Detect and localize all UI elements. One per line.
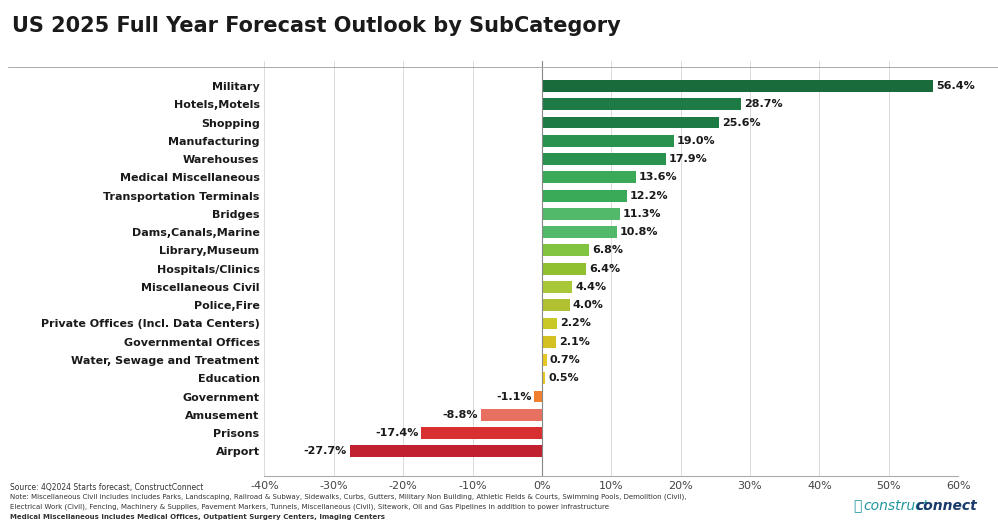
Bar: [542, 372, 545, 384]
Text: 10.8%: 10.8%: [620, 227, 658, 237]
Bar: [542, 281, 573, 293]
Text: connect: connect: [915, 500, 977, 513]
Text: 6.8%: 6.8%: [592, 245, 623, 255]
Bar: [542, 208, 621, 220]
Text: 2.2%: 2.2%: [560, 319, 591, 328]
Bar: [421, 427, 542, 439]
Text: 25.6%: 25.6%: [723, 118, 760, 128]
Bar: [534, 390, 542, 403]
Bar: [542, 189, 627, 202]
Bar: [542, 153, 666, 165]
Bar: [349, 445, 542, 458]
Bar: [542, 336, 557, 348]
Text: 13.6%: 13.6%: [639, 172, 678, 182]
Text: -8.8%: -8.8%: [442, 410, 478, 420]
Text: -1.1%: -1.1%: [496, 392, 532, 402]
Text: ⓘ: ⓘ: [853, 500, 861, 513]
Bar: [542, 226, 617, 238]
Bar: [481, 409, 542, 421]
Text: 17.9%: 17.9%: [669, 154, 708, 164]
Bar: [542, 171, 637, 183]
Text: US 2025 Full Year Forecast Outlook by SubCategory: US 2025 Full Year Forecast Outlook by Su…: [12, 16, 621, 36]
Text: Note: Miscellaneous Civil includes includes Parks, Landscaping, Railroad & Subwa: Note: Miscellaneous Civil includes inclu…: [10, 494, 687, 500]
Bar: [542, 135, 674, 147]
Text: 2.1%: 2.1%: [559, 337, 590, 347]
Bar: [542, 263, 586, 275]
Bar: [542, 117, 720, 128]
Text: -17.4%: -17.4%: [375, 428, 418, 438]
Text: 28.7%: 28.7%: [744, 99, 782, 109]
Text: 11.3%: 11.3%: [623, 209, 662, 219]
Bar: [542, 318, 557, 329]
Text: 0.7%: 0.7%: [550, 355, 580, 365]
Bar: [542, 300, 570, 311]
Text: -27.7%: -27.7%: [303, 446, 347, 456]
Text: 0.5%: 0.5%: [548, 373, 579, 383]
Text: 56.4%: 56.4%: [936, 81, 975, 91]
Text: 19.0%: 19.0%: [677, 136, 716, 146]
Bar: [542, 98, 741, 110]
Bar: [542, 245, 589, 256]
Text: 12.2%: 12.2%: [630, 190, 668, 201]
Bar: [542, 354, 547, 366]
Text: Medical Miscellaneous includes Medical Offices, Outpatient Surgery Centers, Imag: Medical Miscellaneous includes Medical O…: [10, 514, 385, 520]
Text: 6.4%: 6.4%: [589, 264, 620, 273]
Text: 4.0%: 4.0%: [573, 300, 604, 310]
Text: 4.4%: 4.4%: [575, 282, 607, 292]
Bar: [542, 80, 933, 92]
Text: Electrical Work (Civil), Fencing, Machinery & Supplies, Pavement Markers, Tunnel: Electrical Work (Civil), Fencing, Machin…: [10, 504, 609, 510]
Text: Source: 4Q2024 Starts forecast, ConstructConnect: Source: 4Q2024 Starts forecast, Construc…: [10, 483, 204, 492]
Text: construct: construct: [863, 500, 928, 513]
